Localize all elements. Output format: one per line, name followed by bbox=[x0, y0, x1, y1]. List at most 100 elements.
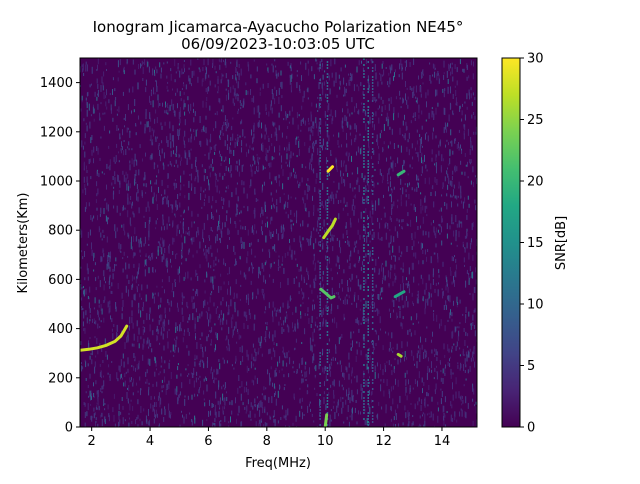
noise-speck bbox=[190, 238, 192, 241]
noise-speck bbox=[175, 322, 177, 330]
noise-speck bbox=[375, 284, 377, 288]
noise-speck bbox=[384, 276, 386, 281]
noise-speck bbox=[378, 294, 380, 300]
noise-speck bbox=[418, 114, 420, 119]
noise-speck bbox=[104, 419, 106, 424]
noise-speck bbox=[346, 201, 348, 207]
interference-band bbox=[371, 286, 374, 288]
noise-speck bbox=[332, 246, 334, 252]
noise-speck bbox=[421, 166, 423, 174]
noise-speck bbox=[145, 87, 147, 93]
noise-speck bbox=[460, 395, 462, 402]
noise-speck bbox=[435, 162, 437, 168]
noise-speck bbox=[137, 307, 139, 310]
noise-speck bbox=[254, 160, 256, 165]
noise-speck bbox=[426, 132, 428, 134]
noise-speck bbox=[277, 267, 279, 271]
noise-speck bbox=[325, 405, 327, 410]
noise-speck bbox=[165, 259, 167, 267]
interference-band bbox=[363, 277, 365, 279]
noise-speck bbox=[450, 71, 452, 76]
noise-speck bbox=[437, 253, 439, 260]
noise-speck bbox=[400, 285, 401, 291]
noise-speck bbox=[412, 262, 414, 270]
noise-speck bbox=[218, 58, 220, 62]
noise-speck bbox=[322, 318, 324, 325]
noise-speck bbox=[409, 387, 411, 394]
interference-band bbox=[326, 145, 329, 147]
noise-speck bbox=[138, 367, 140, 370]
noise-speck bbox=[181, 307, 183, 315]
interference-band bbox=[367, 349, 369, 351]
noise-speck bbox=[380, 328, 381, 331]
interference-band bbox=[363, 310, 365, 312]
noise-speck bbox=[205, 376, 207, 380]
noise-speck bbox=[119, 248, 121, 252]
noise-speck bbox=[226, 335, 228, 340]
noise-speck bbox=[305, 379, 307, 381]
noise-speck bbox=[442, 290, 444, 296]
interference-band bbox=[371, 274, 374, 276]
noise-speck bbox=[257, 156, 259, 163]
noise-speck bbox=[262, 164, 264, 171]
noise-speck bbox=[84, 151, 86, 158]
noise-speck bbox=[175, 340, 177, 347]
interference-band bbox=[326, 313, 329, 315]
noise-speck bbox=[292, 422, 294, 426]
noise-speck bbox=[368, 146, 370, 153]
noise-speck bbox=[332, 225, 334, 230]
noise-speck bbox=[180, 328, 182, 332]
interference-band bbox=[371, 310, 374, 312]
noise-speck bbox=[354, 205, 356, 210]
noise-speck bbox=[140, 121, 142, 125]
noise-speck bbox=[419, 138, 421, 141]
noise-speck bbox=[432, 279, 434, 285]
noise-speck bbox=[357, 279, 359, 287]
noise-speck bbox=[434, 231, 436, 236]
noise-speck bbox=[187, 364, 189, 367]
noise-speck bbox=[235, 358, 237, 362]
noise-speck bbox=[163, 345, 165, 351]
noise-speck bbox=[339, 80, 341, 84]
noise-speck bbox=[161, 356, 163, 360]
noise-speck bbox=[411, 167, 413, 169]
noise-speck bbox=[384, 212, 386, 218]
noise-speck bbox=[313, 281, 315, 289]
noise-speck bbox=[200, 380, 201, 388]
echo-trace bbox=[322, 217, 337, 240]
noise-speck bbox=[173, 140, 174, 148]
noise-speck bbox=[295, 338, 297, 343]
noise-speck bbox=[241, 180, 243, 186]
noise-speck bbox=[170, 68, 172, 72]
noise-speck bbox=[250, 402, 252, 408]
noise-speck bbox=[422, 414, 423, 417]
noise-speck bbox=[155, 227, 157, 230]
noise-speck bbox=[326, 228, 328, 233]
noise-speck bbox=[348, 288, 349, 293]
noise-speck bbox=[386, 379, 388, 386]
noise-speck bbox=[324, 70, 326, 73]
noise-speck bbox=[256, 166, 257, 172]
noise-speck bbox=[465, 306, 467, 312]
noise-speck bbox=[341, 407, 343, 414]
noise-speck bbox=[245, 411, 247, 414]
noise-speck bbox=[254, 359, 256, 362]
noise-speck bbox=[268, 145, 270, 151]
noise-speck bbox=[116, 109, 118, 112]
x-tick-label: 14 bbox=[434, 434, 451, 449]
noise-speck bbox=[365, 300, 367, 308]
noise-speck bbox=[357, 167, 359, 175]
noise-speck bbox=[85, 122, 87, 125]
noise-speck bbox=[155, 409, 157, 417]
noise-speck bbox=[227, 185, 229, 190]
noise-speck bbox=[346, 294, 348, 297]
interference-band bbox=[326, 238, 329, 240]
interference-band bbox=[367, 400, 369, 402]
noise-speck bbox=[450, 401, 452, 407]
noise-speck bbox=[350, 347, 352, 351]
noise-speck bbox=[123, 68, 125, 73]
noise-speck bbox=[291, 227, 293, 232]
interference-band bbox=[371, 289, 374, 291]
noise-speck bbox=[417, 290, 419, 293]
noise-speck bbox=[441, 215, 443, 223]
